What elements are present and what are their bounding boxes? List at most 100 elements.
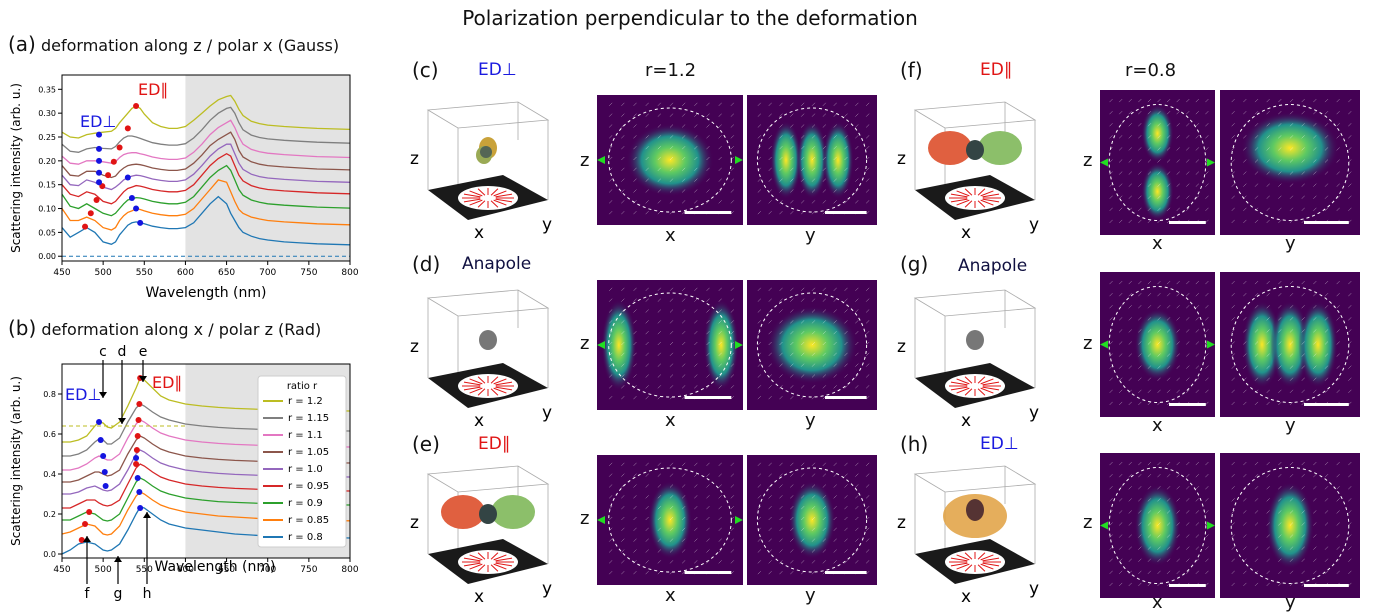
field-vector <box>1231 219 1235 224</box>
panel-g-label: Anapole <box>958 256 1028 276</box>
field-vector <box>1128 147 1132 151</box>
field-vector <box>1313 317 1317 321</box>
green-arrow <box>1207 158 1215 167</box>
field-vector <box>1254 546 1259 550</box>
field-vector <box>1176 317 1180 321</box>
field-vector <box>1195 510 1200 514</box>
field-vector <box>1336 377 1340 381</box>
field-vector <box>1166 389 1171 394</box>
field-vector <box>633 395 637 400</box>
field-vector <box>1266 546 1270 550</box>
ed-parallel-marker <box>82 223 89 230</box>
field-vector <box>822 385 827 389</box>
field-vector <box>1166 110 1171 115</box>
scale-bar <box>1304 221 1349 224</box>
field-vector <box>1231 473 1235 478</box>
field-vector <box>844 505 848 510</box>
field-vector <box>865 560 870 564</box>
field-vector <box>1278 522 1282 526</box>
field-vector <box>621 516 625 521</box>
panel-c-ratio: r=1.2 <box>645 60 697 81</box>
floor-arrow <box>956 190 970 197</box>
panel-h-label: ED⊥ <box>980 434 1019 454</box>
field-vector <box>1128 195 1132 199</box>
field-vector <box>1186 341 1190 345</box>
field-vector <box>865 570 870 575</box>
field-vector <box>1176 546 1180 550</box>
field-vector <box>1147 486 1152 490</box>
field-vector <box>833 352 837 357</box>
field-vector <box>657 505 662 510</box>
field-vector <box>1278 135 1282 139</box>
field-vector <box>1266 305 1270 309</box>
field-vector <box>1348 522 1352 526</box>
field-vector <box>865 462 870 467</box>
field-vector <box>633 210 637 215</box>
field-vector <box>657 395 662 400</box>
field-vector <box>844 320 848 324</box>
y-tick-label: 0.0 <box>43 550 56 559</box>
field-vector <box>645 363 649 367</box>
field-vector <box>718 505 722 510</box>
field-vector <box>1109 486 1113 490</box>
field-vector <box>1231 147 1235 151</box>
field-vector <box>1176 353 1180 357</box>
field-vector <box>1313 329 1317 333</box>
field-vector <box>681 516 686 521</box>
axis-y-label: y <box>542 579 552 599</box>
field-vector <box>633 549 637 553</box>
field-vector <box>757 505 762 510</box>
field-vector <box>757 200 762 204</box>
field-vector <box>694 156 698 161</box>
field-vector <box>1205 401 1209 406</box>
field-vector <box>730 527 735 532</box>
field-vector <box>844 352 848 357</box>
field-vector <box>1166 473 1171 478</box>
arrow-e-text: e <box>139 344 148 360</box>
field-vector <box>621 395 625 400</box>
field-vector <box>1147 147 1152 151</box>
field-vector <box>1166 510 1171 514</box>
field-vector <box>657 341 662 346</box>
field-vector <box>865 309 870 313</box>
field-vector <box>621 124 625 128</box>
field-vector <box>1147 510 1152 514</box>
field-vector <box>768 473 772 477</box>
field-vector <box>811 484 816 488</box>
floor-arrow <box>463 193 481 198</box>
field-vector <box>1278 377 1282 381</box>
field-vector <box>608 309 613 313</box>
field-vector <box>1186 159 1190 163</box>
field-vector <box>681 102 686 107</box>
field-vector <box>1205 570 1209 575</box>
field-vector <box>1336 110 1340 115</box>
field-vector <box>730 341 735 346</box>
field-vector <box>1205 219 1209 224</box>
ed-parallel-label: ED∥ <box>152 373 182 392</box>
field-vector <box>1254 135 1259 139</box>
field-vector <box>855 495 859 499</box>
field-vector <box>1109 305 1113 309</box>
field-vector <box>811 560 816 564</box>
floor-arrow <box>469 199 483 206</box>
field-vector <box>718 484 722 488</box>
field-vector <box>833 374 837 378</box>
field-vector <box>681 178 686 182</box>
field-vector <box>669 330 674 335</box>
field-vector <box>1266 317 1270 321</box>
field-vector <box>730 287 735 292</box>
field-vector <box>1289 219 1294 224</box>
field-vector <box>865 538 870 542</box>
field-vector <box>1301 183 1305 187</box>
scale-bar <box>684 571 732 574</box>
field-vector <box>865 484 870 488</box>
field-vector <box>706 538 710 542</box>
axis-z-label: z <box>897 337 906 357</box>
field-vector <box>1243 147 1247 151</box>
field-vector <box>1301 171 1305 175</box>
axis-x-label: x <box>961 411 971 428</box>
field-vector <box>800 560 805 564</box>
field-vector <box>790 549 794 553</box>
field-vector <box>1231 183 1235 187</box>
ed-perp-marker <box>133 455 140 461</box>
